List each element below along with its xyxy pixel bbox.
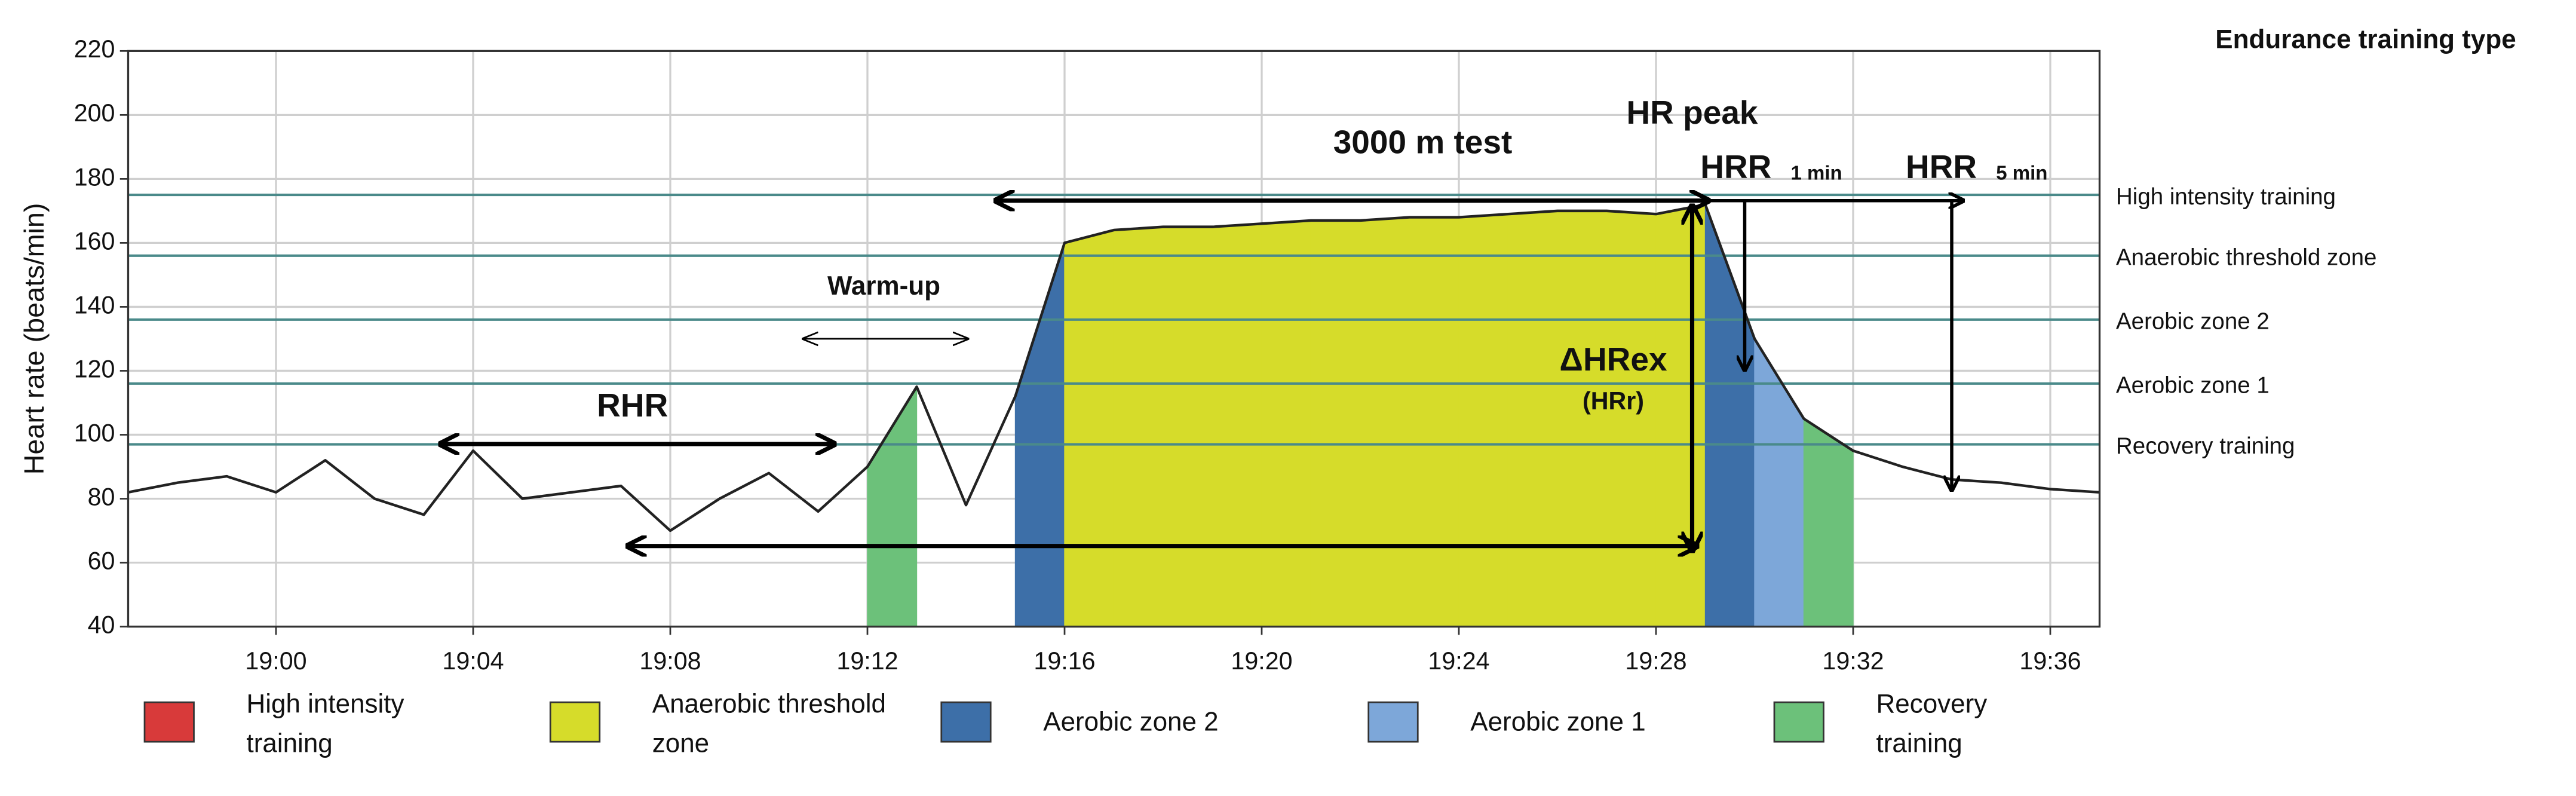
zone-fill [1212,223,1262,627]
zone-label: Aerobic zone 1 [2116,373,2270,399]
x-tick-label: 19:28 [1625,647,1686,675]
zone-fill [1163,226,1213,627]
annotation: HRR [1906,148,1977,185]
legend-line: zone [652,728,709,758]
x-tick-label: 19:24 [1428,647,1489,675]
x-tick-label: 19:08 [639,647,701,675]
legend-line: Recovery [1876,689,1988,718]
zone-label: Recovery training [2116,433,2295,459]
zone-fill [1458,213,1509,627]
annotation: Warm-up [827,271,940,301]
annotation: 5 min [1996,161,2047,183]
y-tick-label: 180 [74,163,115,191]
legend-label: High intensity training [247,689,404,758]
legend-swatch [1367,701,1419,743]
y-tick-label: 200 [74,99,115,127]
zone-fill [1557,210,1608,627]
plot-frame [127,50,2101,628]
legend-swatch [549,701,601,743]
zone-fill [1064,229,1115,627]
legend-swatch [940,701,992,743]
legend-line: Anaerobic threshold [652,689,886,718]
zone-fill [1507,210,1558,627]
x-tick-label: 19:32 [1822,647,1884,675]
legend-label: Aerobic zone 1 [1470,708,1645,737]
legend-swatch [143,701,195,743]
y-tick-label: 40 [88,611,115,638]
zone-label: Anaerobic threshold zone [2116,244,2376,270]
x-tick-label: 19:16 [1034,647,1095,675]
annotation: (HRr) [1583,387,1644,415]
annotation: HR peak [1626,94,1758,131]
x-tick-label: 19:00 [245,647,306,675]
legend-label: Anaerobic threshold zone [652,689,886,758]
x-tick-label: 19:12 [836,647,898,675]
zone-fill [1310,220,1361,627]
y-tick-label: 220 [74,35,115,63]
zone-fill [1409,216,1459,627]
heart-rate-line [128,203,2100,532]
legend-label: Recovery training [1876,689,1988,758]
annotation: 3000 m test [1333,124,1513,161]
legend-line: training [247,728,333,758]
legend-line: training [1876,728,1962,758]
annotations: Warm-up RHR 3000 m test HR peak HRR 1 mi… [440,94,2047,551]
y-tick-label: 60 [88,547,115,574]
annotation: 1 min [1791,161,1842,183]
y-tick-label: 120 [74,355,115,382]
y-axis-label: Heart rate (beats/min) [19,203,50,475]
zone-fill [1606,210,1657,627]
annotation: ΔHRex [1559,341,1667,378]
zone-fill [1261,220,1312,627]
legend-label: Aerobic zone 2 [1043,708,1218,737]
x-tick-label: 19:04 [442,647,504,675]
zone-fill [1113,226,1164,627]
annotation: HRR [1700,148,1771,185]
y-tick-label: 140 [74,291,115,319]
plot-foreground: 40 60 80 100 120 140 160 180 200 220 19:00 19:04 19:… [74,35,2377,758]
y-tick-label: 160 [74,227,115,255]
x-tick-label: 19:20 [1231,647,1292,675]
zone-label: High intensity training [2116,184,2336,210]
zone-fill [1803,418,1854,627]
legend-line: High intensity [247,689,404,718]
y-tick-label: 100 [74,419,115,446]
legend-swatch [1773,701,1824,743]
zone-fill [1360,216,1410,627]
y-tick-label: 80 [88,483,115,510]
zone-label: Aerobic zone 2 [2116,308,2270,334]
x-tick-label: 19:36 [2019,647,2081,675]
zone-fill [1655,204,1706,627]
chart-title: Endurance training type [2215,25,2516,54]
annotation: RHR [597,387,668,424]
